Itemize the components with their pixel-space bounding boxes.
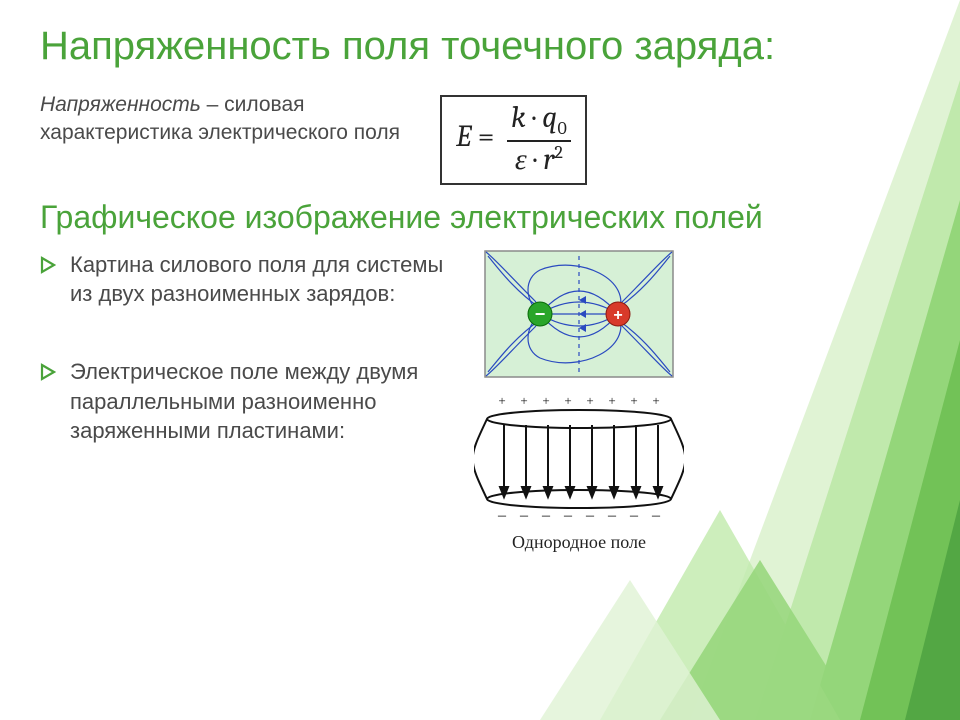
equals-sign: = [478,119,501,154]
svg-text:+: + [608,395,615,408]
formula-fraction: k · q0 ε · r2 [507,103,571,175]
definition-text: Напряженность – силовая характеристика э… [40,91,410,148]
svg-text:−: − [535,304,546,324]
svg-text:–: – [541,507,551,524]
definition-term: Напряженность [40,93,201,116]
formula-box: E = k · q0 ε · r2 [440,95,587,185]
svg-text:–: – [563,507,573,524]
bullet-marker-icon [40,363,56,446]
bullet-text: Электрическое поле между двумя параллель… [70,357,450,446]
formula-denominator: ε · r2 [507,142,571,175]
svg-text:–: – [519,507,529,524]
list-item: Электрическое поле между двумя параллель… [40,357,450,446]
list-item: Картина силового поля для системы из дву… [40,250,450,309]
figure-parallel-plates: ++++ ++++ –––– –––– [474,395,684,553]
svg-text:+: + [652,395,659,408]
svg-text:+: + [613,307,622,324]
svg-text:+: + [586,395,593,408]
figure-dipole-field: − + [484,250,674,383]
section-subtitle: Графическое изображение электрических по… [40,199,920,236]
formula-numerator: k · q0 [507,103,571,142]
svg-text:–: – [607,507,617,524]
formula-lhs: E [456,119,471,154]
svg-text:–: – [497,507,507,524]
page-title: Напряженность поля точечного заряда: [40,24,920,69]
svg-text:–: – [629,507,639,524]
svg-text:–: – [651,507,661,524]
bullet-marker-icon [40,256,56,309]
svg-text:+: + [564,395,571,408]
figure-caption: Однородное поле [474,532,684,553]
svg-text:+: + [630,395,637,408]
svg-text:+: + [498,395,505,408]
svg-text:+: + [520,395,527,408]
svg-text:+: + [542,395,549,408]
bullet-text: Картина силового поля для системы из дву… [70,250,450,309]
svg-text:–: – [585,507,595,524]
